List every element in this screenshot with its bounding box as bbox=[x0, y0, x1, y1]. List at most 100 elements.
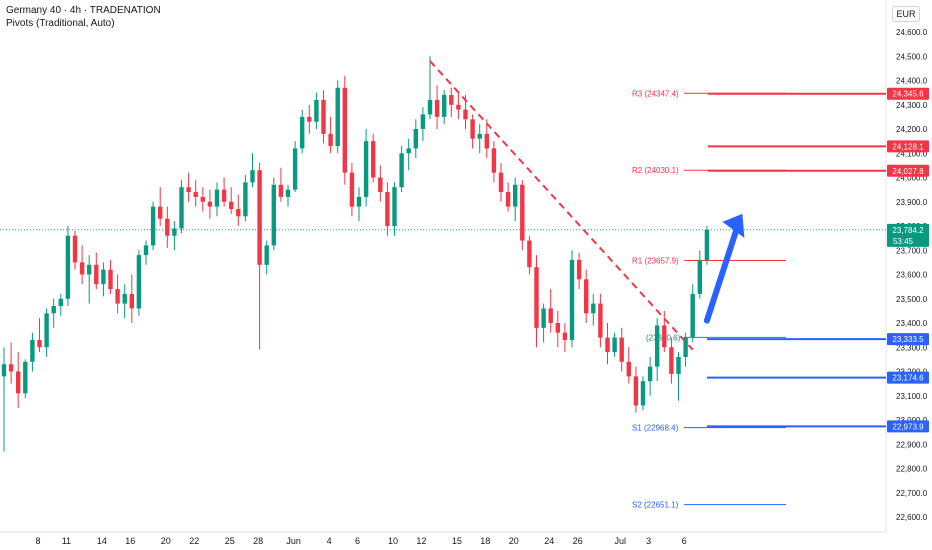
level-price-text: 22,973.9 bbox=[892, 422, 924, 431]
candle-body bbox=[690, 293, 695, 338]
indicator-label[interactable]: Pivots (Traditional, Auto) bbox=[6, 18, 115, 29]
candle-body bbox=[214, 189, 220, 207]
candle-body bbox=[505, 192, 511, 207]
symbol-title[interactable]: Germany 40 · 4h · TRADENATION bbox=[6, 5, 161, 16]
candle-body bbox=[172, 228, 177, 236]
candle-body bbox=[300, 116, 305, 149]
candle-body bbox=[292, 148, 298, 190]
candle-body bbox=[498, 172, 504, 193]
x-tick-label: 10 bbox=[388, 536, 398, 546]
candle-body bbox=[285, 189, 291, 197]
candle-body bbox=[491, 148, 497, 173]
candle-body bbox=[562, 332, 568, 340]
candle-body bbox=[335, 87, 340, 146]
y-tick-label: 22,600.0 bbox=[896, 513, 928, 522]
candle-body bbox=[399, 153, 404, 188]
candle-body bbox=[463, 109, 468, 120]
candle-body bbox=[328, 133, 333, 146]
candle-body bbox=[165, 218, 170, 236]
candle-body bbox=[555, 323, 560, 333]
candle-body bbox=[115, 289, 120, 304]
x-tick-label: 3 bbox=[646, 536, 651, 546]
candle-body bbox=[378, 177, 383, 193]
candle-body bbox=[683, 337, 688, 357]
candle-body bbox=[342, 87, 347, 173]
candle-body bbox=[484, 133, 489, 149]
level-price-tag bbox=[887, 140, 929, 153]
x-tick-label: 8 bbox=[35, 536, 40, 546]
x-tick-label: 14 bbox=[97, 536, 107, 546]
candle-body bbox=[193, 192, 198, 197]
y-tick-label: 24,400.0 bbox=[896, 77, 928, 86]
candle-body bbox=[420, 114, 426, 129]
countdown-text: 53:45 bbox=[893, 237, 914, 246]
candle-body bbox=[662, 325, 667, 348]
candle-body bbox=[243, 182, 248, 217]
candle-body bbox=[413, 129, 418, 149]
candle-body bbox=[520, 184, 525, 241]
level-price-text: 23,174.6 bbox=[892, 374, 924, 383]
candle-body bbox=[598, 303, 603, 338]
candle-body bbox=[150, 206, 156, 246]
candle-body bbox=[427, 99, 433, 115]
x-tick-label: 4 bbox=[327, 536, 332, 546]
candle-body bbox=[129, 293, 134, 309]
y-tick-label: 23,900.0 bbox=[896, 198, 928, 207]
last-price-tag bbox=[887, 223, 929, 247]
y-tick-label: 23,700.0 bbox=[896, 246, 928, 255]
candle-body bbox=[229, 201, 234, 210]
candle-body bbox=[136, 255, 142, 309]
candle-body bbox=[271, 184, 276, 246]
candle-body bbox=[385, 192, 390, 226]
candle-body bbox=[179, 187, 184, 229]
x-tick-label: Jun bbox=[286, 536, 301, 546]
candle-body bbox=[619, 337, 624, 362]
y-tick-label: 22,900.0 bbox=[896, 440, 928, 449]
y-tick-label: 22,800.0 bbox=[896, 465, 928, 474]
y-tick-label: 24,600.0 bbox=[896, 28, 928, 37]
level-price-tag bbox=[887, 420, 929, 433]
x-tick-label: 25 bbox=[225, 536, 235, 546]
level-price-tag bbox=[887, 333, 929, 346]
candle-body bbox=[548, 308, 553, 323]
candle-body bbox=[569, 259, 575, 340]
y-tick-label: 24,300.0 bbox=[896, 101, 928, 110]
candle-body bbox=[37, 339, 42, 348]
candle-body bbox=[477, 133, 482, 139]
candle-body bbox=[456, 104, 461, 110]
candle-body bbox=[541, 308, 546, 328]
candle-body bbox=[314, 99, 319, 122]
x-tick-label: 11 bbox=[62, 536, 71, 546]
pivot-label-r1: R1 (23657.9) bbox=[632, 256, 679, 265]
candle-body bbox=[591, 303, 596, 314]
candle-body bbox=[676, 356, 681, 374]
last-price-text: 23,784.2 bbox=[892, 226, 924, 235]
candle-body bbox=[158, 206, 163, 219]
candle-body bbox=[264, 245, 269, 265]
currency-badge[interactable]: EUR bbox=[892, 6, 920, 22]
candle-body bbox=[16, 371, 21, 394]
candle-body bbox=[612, 337, 617, 353]
x-tick-label: 16 bbox=[125, 536, 135, 546]
candle-body bbox=[58, 298, 63, 307]
candle-body bbox=[321, 99, 326, 134]
candle-body bbox=[655, 325, 660, 367]
candle-body bbox=[65, 235, 71, 299]
candle-body bbox=[79, 262, 85, 275]
candle-body bbox=[434, 99, 440, 117]
x-tick-label: 20 bbox=[161, 536, 171, 546]
candle-body bbox=[633, 376, 639, 406]
x-tick-label: Jul bbox=[614, 536, 626, 546]
pivot-label-r3: R3 (24347.4) bbox=[632, 89, 679, 98]
candle-body bbox=[207, 201, 213, 207]
candle-body bbox=[704, 229, 710, 260]
candle-body bbox=[236, 209, 241, 217]
candle-body bbox=[1, 364, 7, 377]
y-tick-label: 23,300.0 bbox=[896, 343, 928, 352]
candle-body bbox=[640, 381, 646, 406]
x-tick-label: 6 bbox=[355, 536, 360, 546]
candle-body bbox=[406, 148, 411, 154]
candle-body bbox=[44, 313, 49, 348]
candle-body bbox=[534, 267, 539, 328]
